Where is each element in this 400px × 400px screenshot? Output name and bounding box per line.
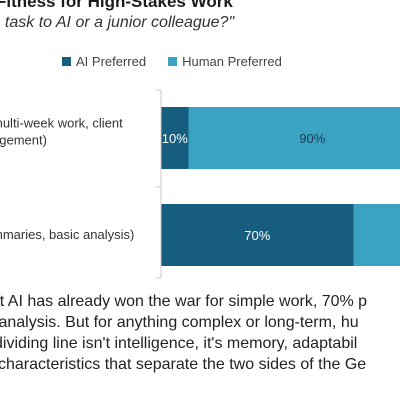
chart-title: Fitness for High-Stakes Work bbox=[0, 0, 233, 11]
body-line-1: hat AI has already won the war for simpl… bbox=[0, 293, 368, 310]
bar-human-1 bbox=[188, 107, 400, 169]
legend-label-human: Human Preferred bbox=[182, 54, 282, 69]
chart-subtitle: his task to AI or a junior colleague?" bbox=[0, 14, 235, 31]
bar-human-2 bbox=[353, 204, 400, 266]
bar-ai-1 bbox=[161, 107, 189, 169]
body-line-4: characteristics that separate the two si… bbox=[0, 356, 367, 373]
chart-legend: AI Preferred Human Preferred bbox=[62, 54, 304, 69]
legend-swatch-ai bbox=[62, 57, 71, 66]
body-paragraph: hat AI has already won the war for simpl… bbox=[0, 291, 400, 375]
bar-ai-2 bbox=[161, 204, 354, 266]
bar-label-human-1: 90% bbox=[299, 131, 325, 146]
legend-item-human: Human Preferred bbox=[168, 54, 282, 69]
legend-item-ai: AI Preferred bbox=[62, 54, 146, 69]
y-tick-label-2: mmaries, basic analysis) bbox=[0, 227, 134, 242]
bar-label-ai-1: 10% bbox=[162, 131, 188, 146]
body-line-2: c analysis. But for anything complex or … bbox=[0, 314, 359, 331]
legend-swatch-human bbox=[168, 57, 178, 66]
y-tick-label-1: multi-week work, clientagement) bbox=[0, 116, 123, 148]
bar-label-ai-2: 70% bbox=[244, 228, 270, 243]
legend-label-ai: AI Preferred bbox=[76, 54, 147, 69]
body-line-3: dividing line isn't intelligence, it's m… bbox=[0, 335, 358, 352]
stacked-bar-chart: 10% 90% multi-week work, clientagement) 70%… bbox=[0, 89, 400, 279]
